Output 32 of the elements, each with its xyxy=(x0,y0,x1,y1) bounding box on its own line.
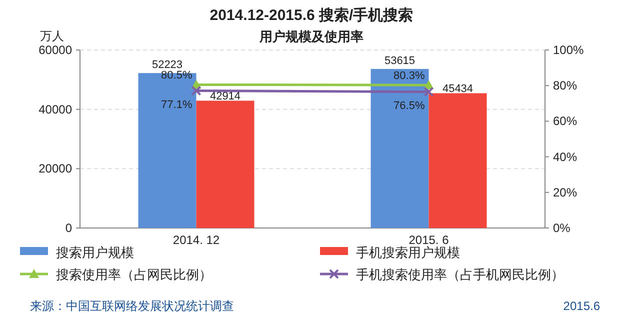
data-label: 52223 xyxy=(152,59,183,72)
chart-subtitle: 用户规模及使用率 xyxy=(258,29,364,44)
data-label: 77.1% xyxy=(161,98,192,111)
y-tick-label: 60000 xyxy=(38,43,72,57)
legend-label: 手机搜索用户规模 xyxy=(356,245,460,260)
y2-tick-label: 60% xyxy=(553,114,578,128)
y2-tick-label: 100% xyxy=(553,43,584,57)
source-note: 来源：中国互联网络发展状况统计调查 xyxy=(30,299,234,313)
y-tick-label: 20000 xyxy=(38,162,72,176)
data-label: 80.3% xyxy=(394,70,425,82)
x-tick-label: 2014. 12 xyxy=(172,233,220,247)
y-tick-label: 0 xyxy=(65,221,72,235)
y2-tick-label: 80% xyxy=(553,78,578,93)
y2-tick-label: 0% xyxy=(553,221,571,235)
data-label: 42914 xyxy=(210,90,241,103)
y-tick-label: 40000 xyxy=(38,102,72,116)
y2-tick-label: 40% xyxy=(553,150,578,164)
bar xyxy=(428,93,487,228)
y-axis-title: 万人 xyxy=(40,29,64,43)
data-label: 45434 xyxy=(442,83,474,96)
legend-label: 手机搜索使用率（占手机网民比例） xyxy=(356,267,564,282)
y2-tick-label: 20% xyxy=(553,185,578,200)
data-label: 53615 xyxy=(384,54,416,67)
legend-label: 搜索用户规模 xyxy=(56,245,134,260)
chart-title: 2014.12-2015.6 搜索/手机搜索 xyxy=(210,7,414,24)
data-label: 80.5% xyxy=(161,70,192,82)
bar xyxy=(196,100,254,228)
bar xyxy=(370,68,429,228)
x-tick-label: 2015. 6 xyxy=(408,233,450,247)
data-label: 76.5% xyxy=(394,100,425,112)
legend-label: 搜索使用率（占网民比例） xyxy=(56,267,212,282)
text: 2015.6 xyxy=(563,299,600,313)
